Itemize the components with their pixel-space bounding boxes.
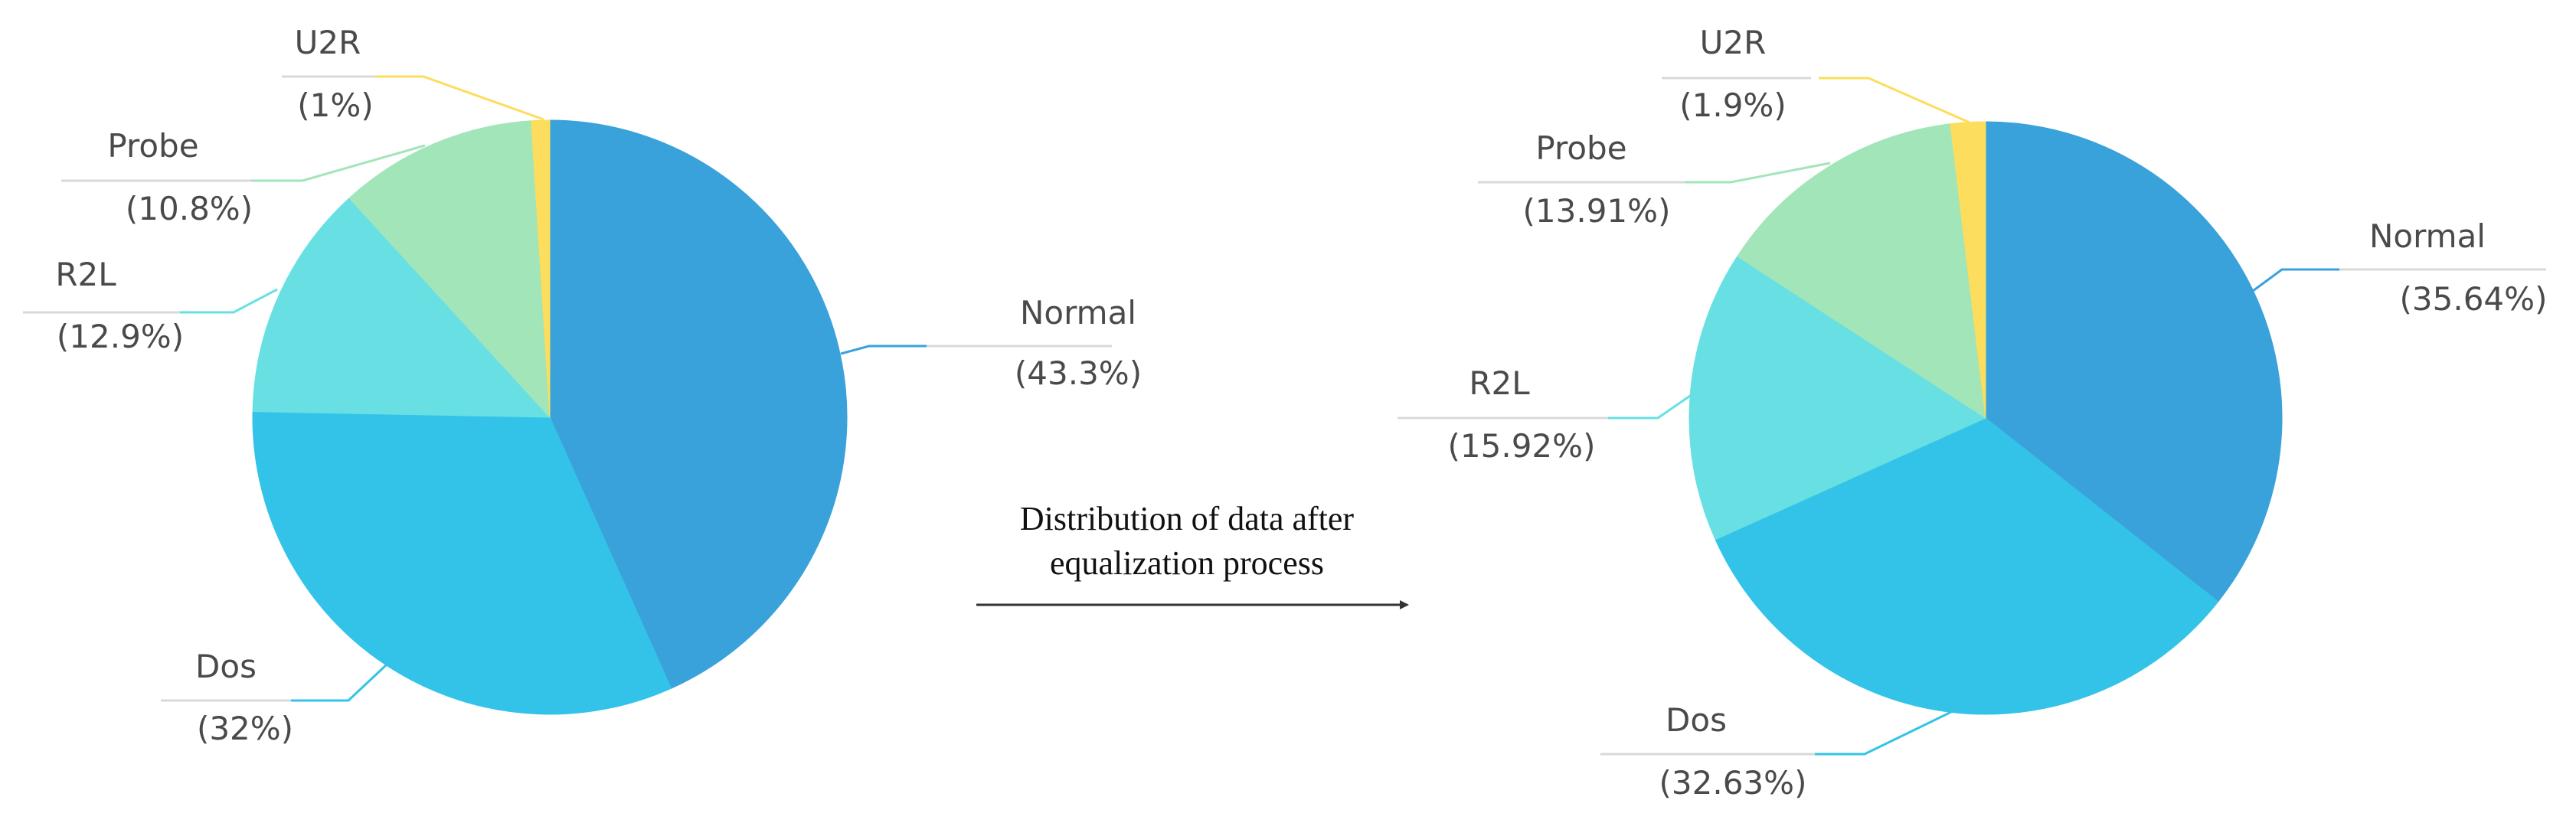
caption-line-2: equalization process — [1050, 544, 1324, 582]
pie-slice-u2r — [531, 119, 551, 418]
slice-percent-r2l: (15.92%) — [1448, 427, 1596, 465]
slice-label-u2r: U2R — [1700, 24, 1767, 61]
slice-percent-normal: (43.3%) — [1015, 354, 1142, 392]
leader-line-u2r — [1819, 77, 1970, 124]
transition-annotation: Distribution of data after equalization … — [976, 500, 1409, 609]
slice-percent-u2r: (1.9%) — [1679, 87, 1786, 124]
caption-line-1: Distribution of data after — [1020, 500, 1355, 537]
slice-percent-normal: (35.64%) — [2400, 280, 2548, 318]
slice-label-dos: Dos — [195, 648, 257, 685]
slice-percent-u2r: (1%) — [297, 87, 373, 124]
slice-label-r2l: R2L — [55, 256, 116, 293]
slice-label-normal: Normal — [2369, 217, 2486, 255]
pie-slice-normal — [1985, 121, 2283, 603]
slice-percent-probe: (13.91%) — [1523, 192, 1671, 230]
pie-chart-equalized: Normal (35.64%) Dos (32.63%) R2L (15.92%) Prob… — [1398, 24, 2547, 802]
slice-percent-probe: (10.8%) — [126, 190, 253, 227]
slice-label-normal: Normal — [1020, 294, 1136, 331]
slice-percent-dos: (32%) — [197, 710, 293, 747]
pie-slice-normal — [549, 119, 848, 689]
slice-label-probe: Probe — [1535, 129, 1626, 167]
slice-percent-r2l: (12.9%) — [57, 318, 184, 355]
leader-line-dos — [1815, 710, 1952, 756]
leader-line-r2l — [180, 288, 278, 314]
slice-label-r2l: R2L — [1469, 364, 1530, 402]
pie-slice-r2l — [252, 198, 551, 418]
slice-label-dos: Dos — [1666, 701, 1727, 739]
pie-slice-probe — [348, 120, 551, 419]
leader-line-probe — [1685, 162, 1831, 184]
leader-line-dos — [291, 663, 388, 702]
slice-label-u2r: U2R — [295, 24, 361, 61]
leader-line-r2l — [1608, 393, 1693, 420]
leader-line-probe — [251, 144, 426, 182]
leader-line-normal — [2252, 268, 2339, 292]
pie-chart-original: Normal (43.3%) Dos (32%) R2L (12.9%) Probe (10.… — [23, 24, 1142, 747]
slice-percent-dos: (32.63%) — [1659, 764, 1807, 802]
leader-line-u2r — [375, 75, 544, 121]
pie-slice-probe — [1737, 123, 1986, 420]
leader-line-normal — [840, 345, 927, 355]
slice-label-probe: Probe — [107, 127, 198, 165]
